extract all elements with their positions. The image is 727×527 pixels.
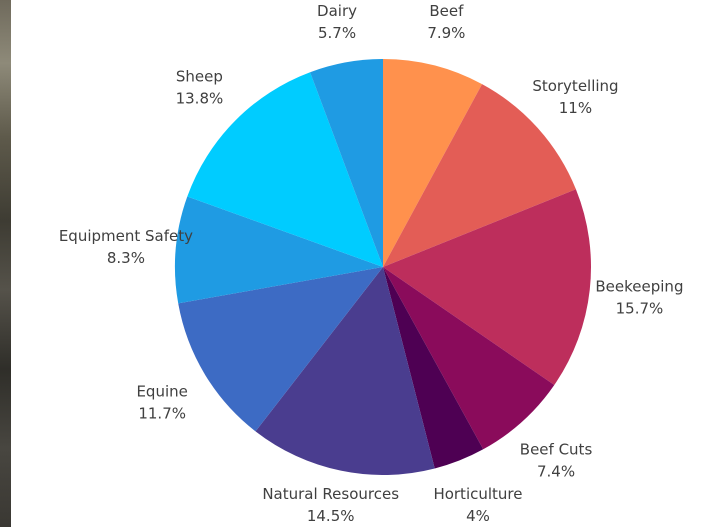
pie-slices xyxy=(175,59,591,476)
pie-slice-beekeeping xyxy=(383,189,591,385)
pie-label-beef: Beef 7.9% xyxy=(427,2,465,42)
pie-slice-natural-resources xyxy=(255,267,435,476)
pie-labels: Beef 7.9% Storytelling 11% Beekeeping 15.7% Be… xyxy=(59,2,684,525)
pie-slice-storytelling xyxy=(383,84,576,268)
pie-slice-equine xyxy=(178,267,383,432)
pie-label-equipment-safety: Equipment Safety 8.3% xyxy=(59,227,193,267)
pie-slice-horticulture xyxy=(383,267,484,469)
pie-label-sheep: Sheep 13.8% xyxy=(176,68,224,108)
pie-label-dairy: Dairy 5.7% xyxy=(317,2,357,42)
pie-label-beekeeping: Beekeeping 15.7% xyxy=(595,277,683,317)
pie-slice-sheep xyxy=(187,72,383,267)
pie-label-horticulture: Horticulture 4% xyxy=(433,485,522,525)
pie-slice-beef xyxy=(383,59,483,267)
pie-slice-equipment-safety xyxy=(175,196,383,304)
pie-label-storytelling: Storytelling 11% xyxy=(532,77,618,117)
pie-label-natural-resources: Natural Resources 14.5% xyxy=(262,485,399,525)
pie-slice-dairy xyxy=(310,59,383,267)
pie-slice-beef-cuts xyxy=(383,267,555,450)
pie-label-beef-cuts: Beef Cuts 7.4% xyxy=(520,440,593,480)
background-photo-strip xyxy=(0,0,11,527)
pie-label-equine: Equine 11.7% xyxy=(136,382,187,422)
